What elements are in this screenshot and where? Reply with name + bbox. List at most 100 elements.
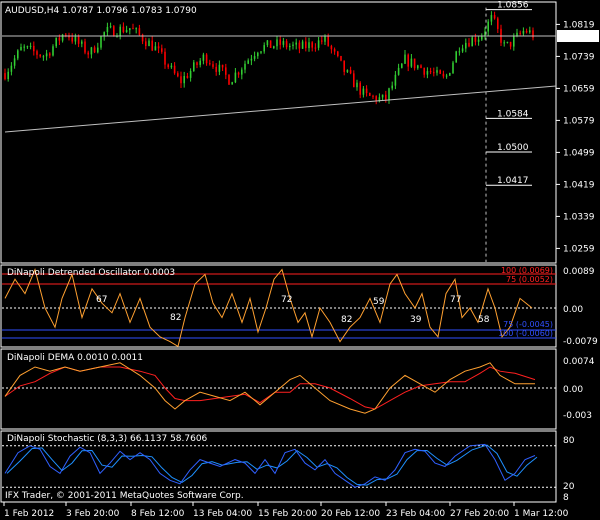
candle-body [458, 51, 461, 53]
candle-body [151, 40, 153, 51]
candle-body [132, 28, 134, 30]
candle-body [506, 41, 509, 43]
candle-body [125, 30, 128, 33]
candle-body [90, 47, 93, 55]
candle-body [186, 76, 189, 78]
candle-body [20, 47, 22, 51]
candle-body [282, 41, 285, 45]
candle-body [218, 64, 221, 72]
candle-body [13, 58, 16, 66]
candle-body [183, 76, 185, 84]
candle-body [250, 58, 253, 61]
price-tick-label: 1.0259 [563, 244, 595, 254]
candle-body [349, 70, 352, 74]
candle-body [513, 36, 515, 47]
candle-body [343, 60, 345, 72]
candle-body [327, 35, 329, 46]
candle-body [106, 27, 109, 33]
candle-body [301, 41, 304, 49]
candle-body [337, 51, 339, 56]
candle-body [141, 34, 144, 42]
price-tick-label: 1.0739 [563, 52, 595, 62]
candle-body [314, 47, 317, 49]
candle-body [93, 47, 96, 53]
candle-body [397, 67, 400, 75]
candle-body [285, 41, 288, 48]
time-tick-label: 8 Feb 12:00 [131, 509, 185, 519]
osc-upper100-label: 100 (0.0069) [501, 266, 553, 275]
candle-body [493, 15, 496, 19]
candle-body [295, 42, 297, 45]
fib-level-label: 1.0856 [497, 1, 529, 11]
candle-body [119, 26, 121, 37]
candle-body [205, 54, 208, 64]
candle-body [321, 40, 323, 42]
osc-axis-top: 0.0089 [563, 267, 595, 277]
stoch-axis-8: 8 [563, 493, 569, 503]
candle-body [215, 66, 217, 72]
candle-body [100, 36, 102, 48]
candle-body [497, 18, 499, 29]
time-tick-label: 3 Feb 20:00 [66, 509, 120, 519]
candle-body [477, 39, 480, 42]
candle-body [372, 95, 374, 97]
candle-body [391, 85, 393, 89]
candle-body [237, 72, 240, 75]
price-tick-label: 1.0819 [563, 20, 595, 30]
candle-body [522, 31, 525, 34]
candle-body [449, 73, 451, 76]
candle-body [317, 40, 320, 48]
candle-body [484, 31, 486, 36]
candle-body [81, 41, 83, 44]
osc-annotation: 82 [170, 313, 181, 323]
osc-annotation: 72 [281, 295, 292, 305]
time-tick-label: 27 Feb 20:00 [450, 509, 509, 519]
candle-body [525, 31, 528, 33]
candle-body [289, 46, 291, 48]
candle-body [529, 30, 531, 33]
candle-body [452, 62, 454, 73]
candle-body [260, 51, 262, 53]
oscillator-series [2, 268, 556, 348]
candle-body [519, 32, 521, 34]
candle-body [298, 42, 301, 49]
candle-body [241, 69, 243, 75]
candle-body [84, 41, 86, 53]
time-axis: 1 Feb 2012 3 Feb 20:00 8 Feb 12:00 13 Feb 0… [3, 502, 569, 519]
price-tick-label: 1.0579 [563, 116, 595, 126]
dema-axis-top: 0.0074 [563, 357, 595, 367]
price-tick-label: 1.0499 [563, 148, 595, 158]
candle-body [193, 62, 195, 71]
candle-body [353, 73, 355, 88]
candle-body [221, 64, 224, 68]
candle-body [487, 21, 489, 32]
candle-body [266, 40, 269, 46]
time-tick-label: 1 Feb 2012 [4, 509, 54, 519]
candle-body [429, 71, 432, 73]
main-price-pane[interactable] [0, 1, 557, 264]
osc-lower75-label: 75 (-0.0045) [503, 320, 553, 329]
candle-body [381, 94, 384, 98]
candle-body [180, 76, 182, 84]
candle-body [97, 47, 99, 53]
candle-body [423, 67, 425, 75]
osc-annotation: 77 [450, 295, 461, 305]
price-tick-label: 1.0339 [563, 212, 595, 222]
candle-body [433, 72, 435, 74]
oscillator-pane[interactable] [0, 264, 557, 348]
candle-body [33, 45, 35, 52]
copyright-text: IFX Trader, © 2001-2011 MetaQuotes Softw… [5, 491, 244, 501]
candle-body [490, 15, 493, 22]
candle-body [407, 54, 409, 67]
candlestick-series [4, 11, 534, 105]
candle-body [465, 42, 467, 49]
osc-axis-zero: 0.00 [563, 305, 583, 315]
candle-body [234, 72, 237, 83]
current-price-label: 1.0790 [563, 32, 595, 42]
time-tick-label: 13 Feb 04:00 [193, 509, 252, 519]
stoch-axis-80: 80 [563, 436, 575, 446]
candle-body [209, 63, 211, 65]
candle-body [173, 65, 176, 74]
candle-body [45, 53, 48, 57]
